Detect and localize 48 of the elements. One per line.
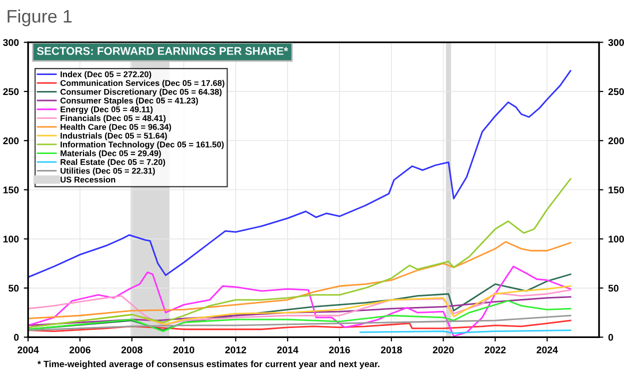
text: * Time-weighted average of consensus estimates for current year and next year.: [37, 360, 380, 369]
legend-label: Communication Services (Dec 05 = 17.68): [60, 80, 224, 88]
legend-label: Financials (Dec 05 = 48.41): [60, 114, 166, 123]
y2-tick-label: 300: [3, 39, 19, 46]
line-series: [28, 300, 572, 332]
legend-label: Consumer Staples (Dec 05 = 41.23): [60, 97, 198, 106]
y-tick-label: 50: [608, 284, 618, 292]
y-tick-label: 150: [608, 186, 624, 194]
line-series: [28, 70, 572, 278]
legend-label: Health Care (Dec 05 = 96.34): [60, 124, 172, 132]
legend-label: Industrials (Dec 05 = 51.64): [60, 132, 167, 140]
x-tick-label: 2022: [484, 346, 506, 354]
line-series: [28, 296, 572, 326]
legend-label: Index (Dec 05 = 272.20): [60, 71, 152, 79]
y2-tick-label: 0: [14, 334, 19, 341]
y-tick-label: 300: [608, 39, 624, 46]
x-tick-label: 2018: [380, 346, 402, 354]
y-tick-label: 200: [608, 137, 624, 144]
x-tick-label: 2016: [329, 346, 350, 354]
y2-tick-label: 250: [3, 88, 19, 96]
y-tick-label: 0: [608, 334, 614, 341]
x-tick-label: 2010: [173, 346, 194, 354]
x-tick-label: 2014: [277, 346, 298, 354]
chart-title: SECTORS: FORWARD EARNINGS PER SHARE*: [36, 47, 288, 55]
line-series: [28, 266, 572, 337]
chart-subtitle: Figure 1: [8, 9, 72, 26]
band-label: US Recession: [60, 176, 116, 183]
legend-label: Energy (Dec 05 = 49.11): [60, 106, 153, 114]
y-tick-label: 250: [608, 88, 624, 96]
x-tick-label: 2008: [121, 346, 142, 354]
y2-tick-label: 100: [3, 236, 19, 243]
legend-label: Real Estate (Dec 05 = 7.20): [60, 158, 166, 167]
x-tick-label: 2024: [536, 346, 558, 354]
y2-tick-label: 50: [8, 284, 19, 292]
legend-label: Utilities (Dec 05 = 22.31): [60, 168, 155, 176]
y-tick-label: 100: [608, 236, 624, 243]
line-series: [28, 178, 572, 328]
y2-tick-label: 200: [3, 137, 19, 144]
legend-label: Consumer Discretionary (Dec 05 = 64.38): [60, 88, 222, 96]
x-tick-label: 2012: [225, 346, 246, 354]
x-tick-label: 2006: [70, 346, 90, 354]
line-series: [28, 314, 572, 332]
legend-label: Materials (Dec 05 = 29.49): [60, 150, 161, 158]
legend-label: Information Technology (Dec 05 = 161.50): [60, 141, 224, 150]
y2-tick-label: 150: [3, 186, 19, 194]
x-tick-label: 2020: [432, 346, 454, 354]
x-tick-label: 2004: [18, 346, 39, 354]
line-series: [28, 241, 572, 320]
